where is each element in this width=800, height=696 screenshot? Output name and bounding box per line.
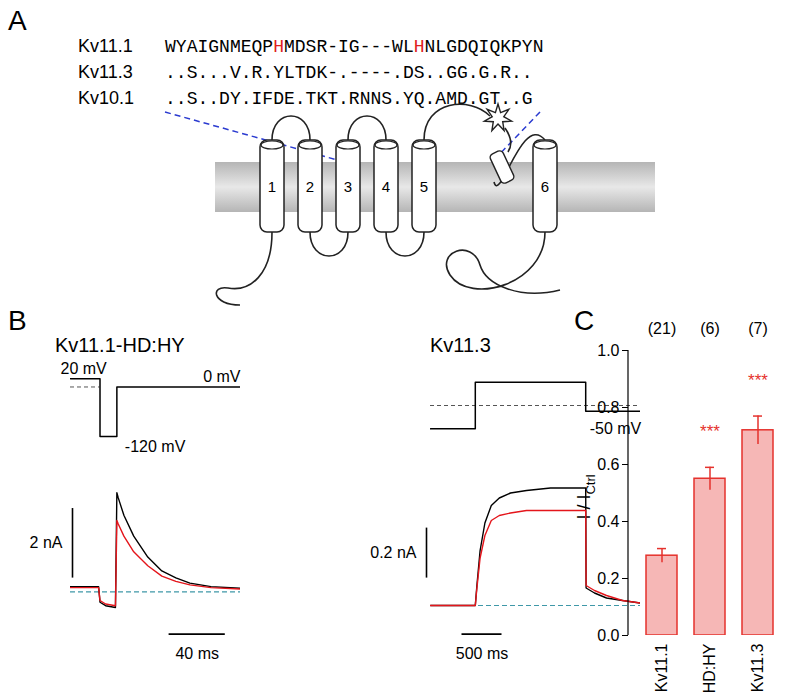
svg-text:Kv11.3: Kv11.3 [749,643,766,692]
svg-text:Kv11.3: Kv11.3 [78,62,133,82]
svg-text:0.4: 0.4 [597,513,619,530]
svg-text:0.8: 0.8 [597,399,619,416]
svg-text:(7): (7) [748,320,768,337]
svg-text:HD:HY: HD:HY [701,643,718,693]
html-text:Ctrl: Ctrl [583,474,598,495]
svg-text:-120 mV: -120 mV [125,438,186,455]
svg-text:0.2: 0.2 [597,570,619,587]
svg-text:1.0: 1.0 [597,342,619,359]
svg-text:0.2 nA: 0.2 nA [370,544,417,561]
svg-text:WYAIGNMEQPHMDSR-IG---WLHNLGDQI: WYAIGNMEQPHMDSR-IG---WLHNLGDQIQKPYN [165,37,543,57]
svg-text:Kv11.1-HD:HY: Kv11.1-HD:HY [55,334,185,356]
svg-text:-50 mV: -50 mV [590,420,642,437]
html-text:I / I: I / I [574,494,594,520]
svg-text:C: C [574,305,594,336]
svg-text:2 nA: 2 nA [30,534,63,551]
svg-text:***: *** [700,422,720,441]
svg-text:0 mV: 0 mV [203,368,241,385]
svg-text:500 ms: 500 ms [456,645,508,662]
svg-text:2: 2 [306,178,314,195]
svg-text:0.0: 0.0 [597,627,619,644]
svg-text:Kv11.3: Kv11.3 [430,334,491,356]
svg-text:Kv11.1: Kv11.1 [653,643,670,692]
svg-text:0.6: 0.6 [597,456,619,473]
svg-text:40 ms: 40 ms [175,645,219,662]
svg-text:5: 5 [420,178,428,195]
svg-text:(6): (6) [700,320,720,337]
svg-text:4: 4 [382,178,390,195]
svg-text:..S..DY.IFDE.TKT.RNNS.YQ.AMD.G: ..S..DY.IFDE.TKT.RNNS.YQ.AMD.GT..G [165,89,533,109]
svg-text:Kv11.1: Kv11.1 [78,36,133,56]
svg-text:..S...V.R.YLTDK-.----.DS..GG.G: ..S...V.R.YLTDK-.----.DS..GG.G.R.. [165,63,533,83]
svg-text:6: 6 [541,178,549,195]
svg-text:3: 3 [344,178,352,195]
svg-text:***: *** [748,370,768,389]
svg-text:Kv10.1: Kv10.1 [78,88,134,108]
svg-text:A: A [8,5,27,36]
svg-text:(21): (21) [648,320,676,337]
svg-text:20 mV: 20 mV [61,360,108,377]
svg-text:B: B [8,305,27,336]
svg-text:1: 1 [268,178,276,195]
